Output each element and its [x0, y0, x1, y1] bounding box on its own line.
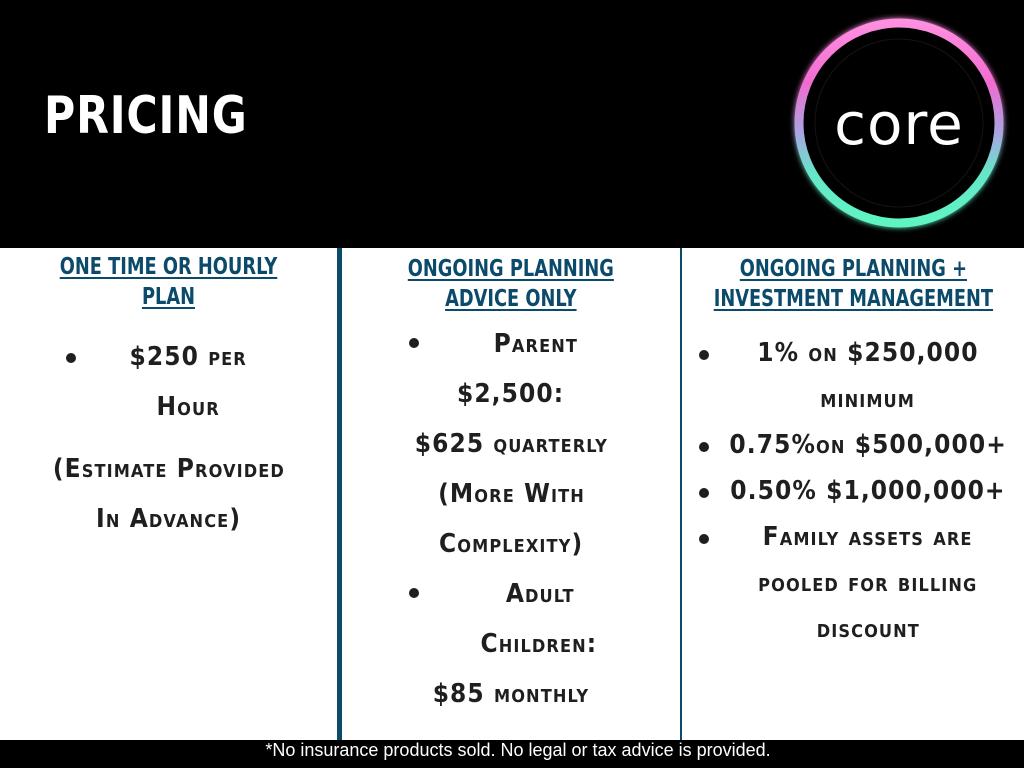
price-line: Hour	[156, 392, 221, 422]
bullet-icon	[699, 442, 709, 452]
price-line: Parent	[493, 329, 579, 359]
pricing-column-investment-management: ONGOING PLANNING + INVESTMENT MANAGEMENT…	[682, 248, 1024, 740]
fee-line: 1% on $250,000	[757, 338, 979, 368]
core-logo: core	[788, 12, 1010, 234]
bullet-icon	[699, 534, 709, 544]
bullet-icon	[699, 350, 709, 360]
fee-line: 0.50% $1,000,000+	[730, 476, 1006, 506]
note-line: discount	[816, 614, 920, 644]
note-line: In Advance)	[95, 504, 242, 534]
pricing-column-advice-only: ONGOING PLANNING ADVICE ONLY Parent $2,5…	[342, 248, 680, 740]
fee-line: minimum	[820, 384, 916, 414]
bullet-icon	[66, 353, 76, 363]
pricing-column-hourly: ONE TIME OR HOURLY PLAN $250 per Hour (E…	[0, 248, 337, 740]
page-title: PRICING	[44, 86, 248, 146]
heading-line: ONE TIME OR HOURLY	[59, 254, 278, 280]
core-logo-ring-icon	[794, 18, 1004, 228]
footer-disclaimer: *No insurance products sold. No legal or…	[0, 740, 1024, 768]
header-banner: PRICING core	[0, 0, 1024, 248]
column-heading: ONE TIME OR HOURLY PLAN	[60, 252, 278, 312]
price-line: $625 quarterly	[414, 429, 608, 459]
note-line: Family assets are	[763, 522, 973, 552]
column-heading: ONGOING PLANNING + INVESTMENT MANAGEMENT	[713, 254, 992, 314]
heading-line: INVESTMENT MANAGEMENT	[713, 286, 993, 312]
fee-line: 0.75%on $500,000+	[729, 430, 1007, 460]
note-line: (More With	[437, 479, 585, 509]
price-line: $2,500:	[457, 379, 565, 409]
pricing-columns: ONE TIME OR HOURLY PLAN $250 per Hour (E…	[0, 248, 1024, 740]
note-line: (Estimate Provided	[52, 454, 285, 484]
column-divider	[680, 248, 682, 740]
heading-line: ADVICE ONLY	[445, 286, 577, 312]
note-line: pooled for billing	[758, 568, 978, 598]
heading-line: ONGOING PLANNING +	[739, 256, 967, 282]
heading-line: PLAN	[141, 284, 196, 310]
bullet-icon	[409, 588, 419, 598]
note-line: Complexity)	[438, 529, 584, 559]
heading-line: ONGOING PLANNING	[407, 256, 615, 282]
bullet-icon	[699, 488, 709, 498]
column-divider	[337, 248, 342, 740]
disclaimer-text: *No insurance products sold. No legal or…	[265, 740, 771, 760]
price-line: Adult	[505, 579, 575, 609]
price-line: $85 monthly	[432, 679, 590, 709]
column-heading: ONGOING PLANNING ADVICE ONLY	[408, 254, 614, 314]
logo-wordmark: core	[834, 90, 964, 158]
price-line: Children:	[480, 629, 598, 659]
bullet-icon	[409, 338, 419, 348]
price-line: $250 per	[129, 342, 248, 372]
